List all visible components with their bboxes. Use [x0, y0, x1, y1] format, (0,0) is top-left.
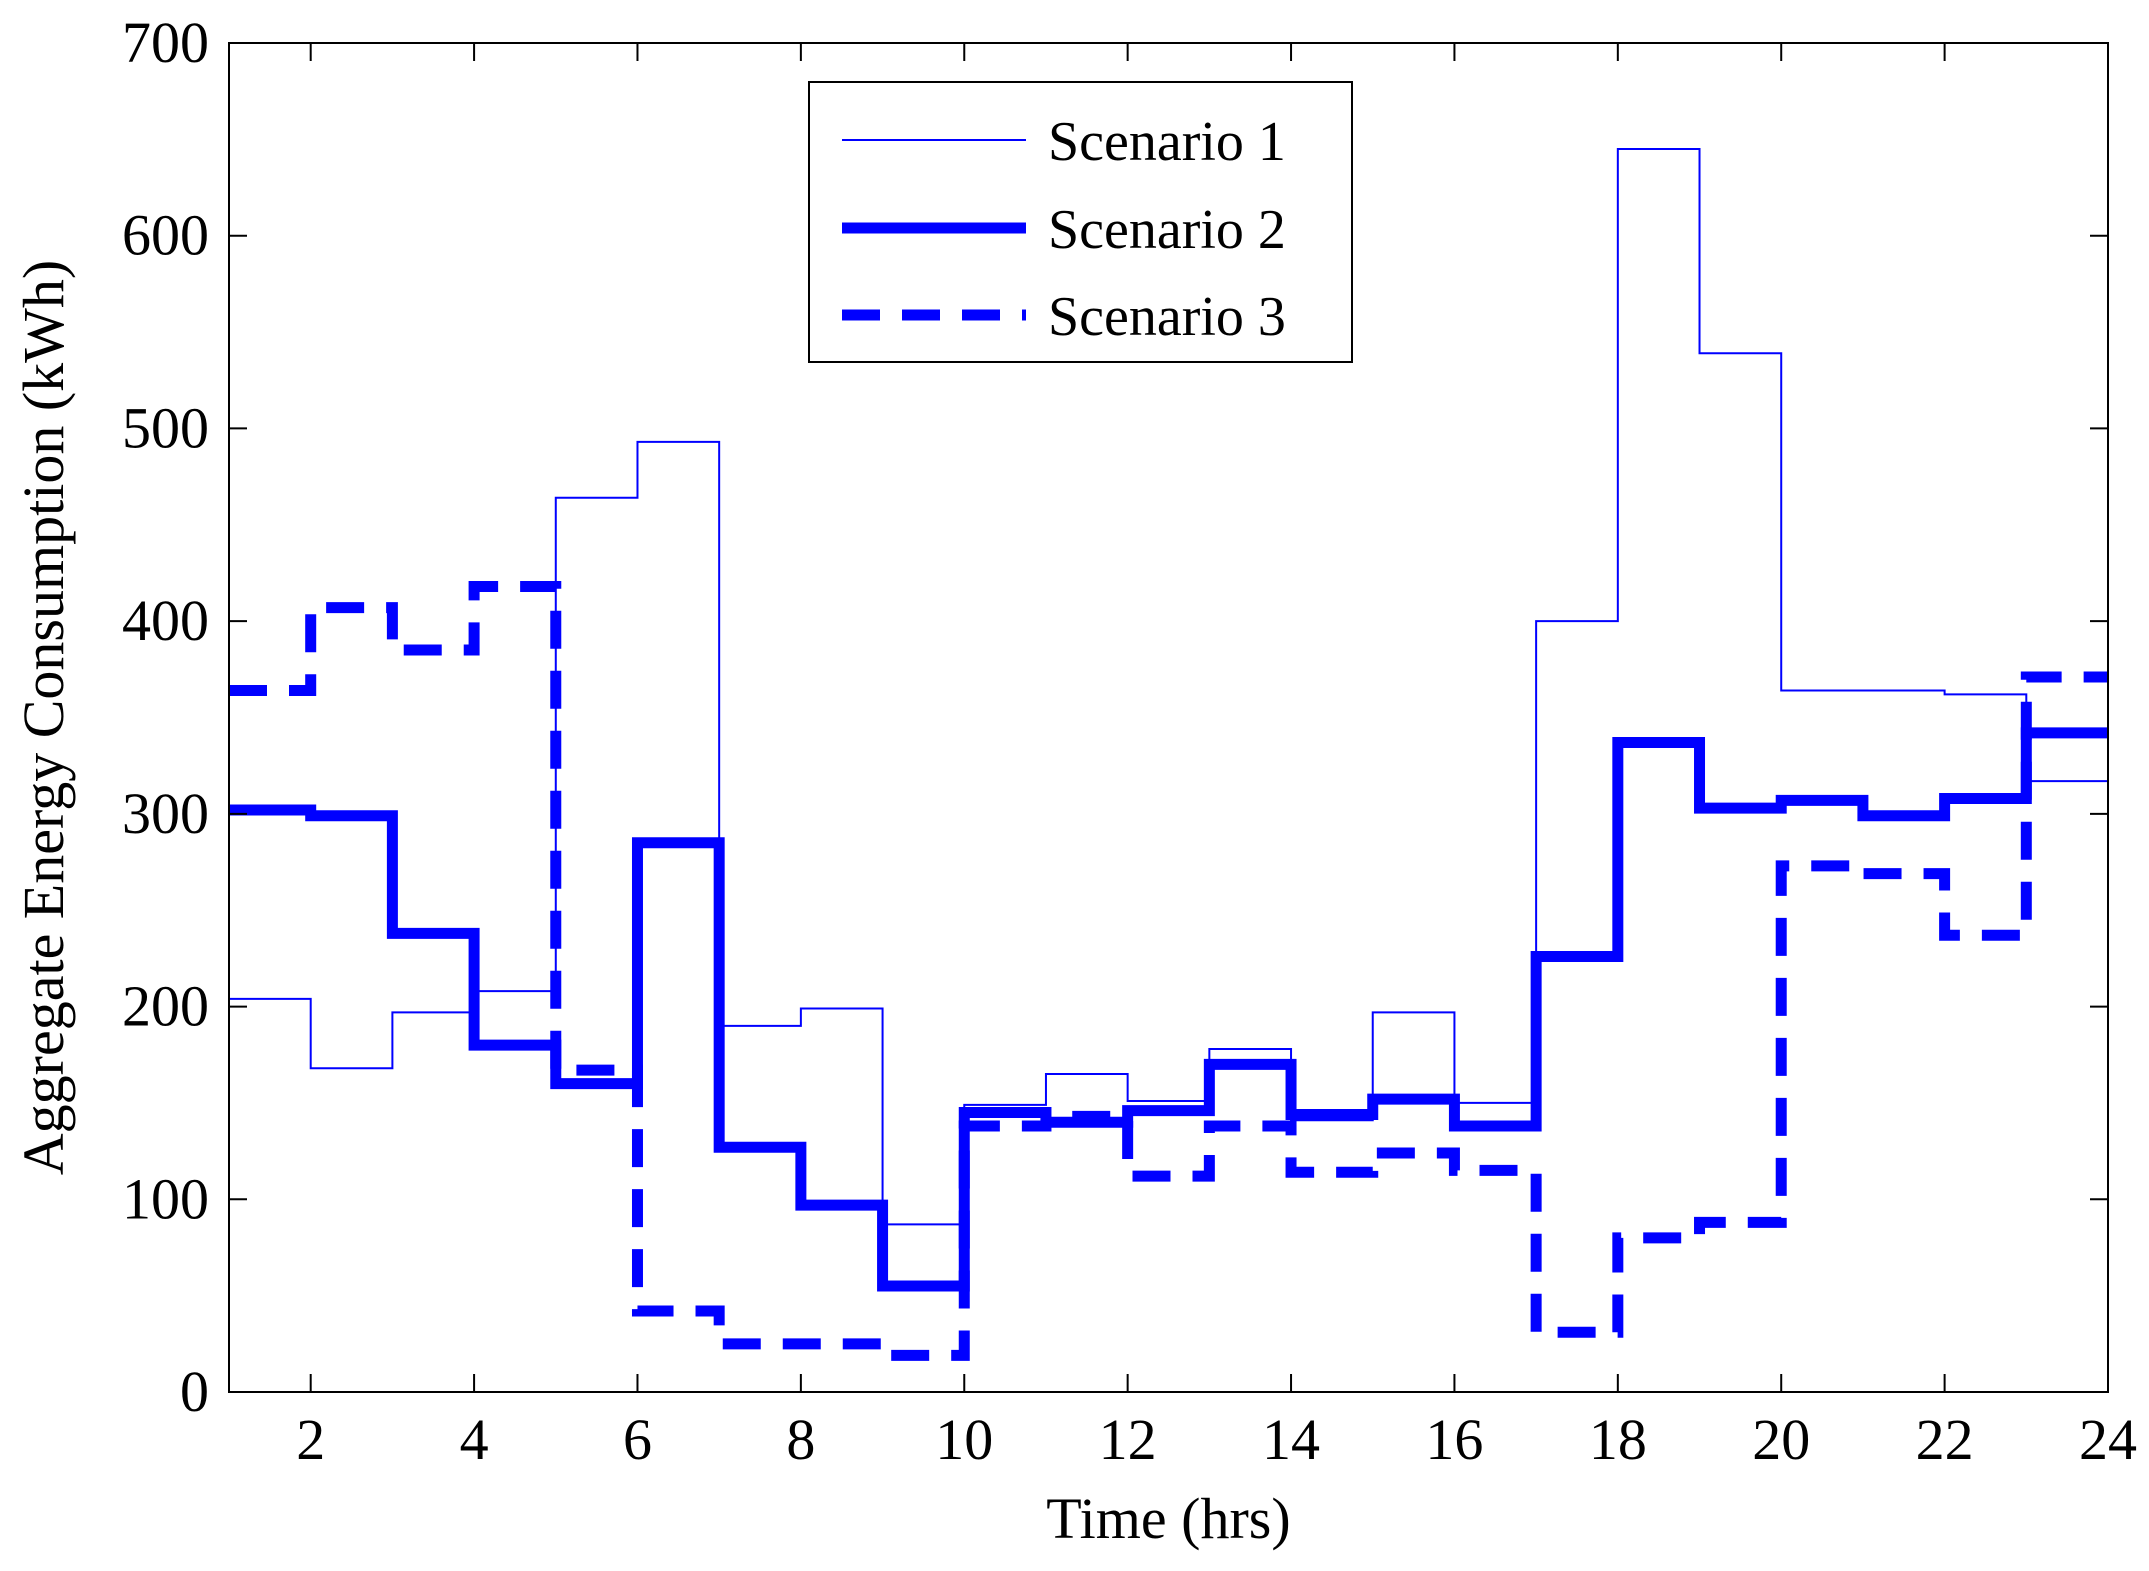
tick-layer	[229, 42, 2109, 1393]
x-tick-label: 18	[1589, 1407, 1647, 1472]
x-tick-label: 20	[1752, 1407, 1810, 1472]
legend-box	[808, 81, 1353, 363]
y-tick-label: 700	[122, 10, 209, 75]
y-tick-label: 300	[122, 781, 209, 846]
y-tick-label: 200	[122, 974, 209, 1039]
x-tick-label: 24	[2079, 1407, 2137, 1472]
series-line-scenario-3	[229, 580, 2108, 1361]
y-tick-label: 400	[122, 588, 209, 653]
x-tick-label: 16	[1425, 1407, 1483, 1472]
plot-frame	[228, 42, 2109, 1393]
x-tick-label: 8	[786, 1407, 815, 1472]
x-tick-label: 22	[1916, 1407, 1974, 1472]
y-axis-title: Aggregate Energy Consumption (kWh)	[11, 260, 76, 1175]
y-tick-label: 500	[122, 395, 209, 460]
x-tick-label: 6	[623, 1407, 652, 1472]
legend: Scenario 1 Scenario 2 Scenario 3	[808, 81, 1353, 363]
x-tick-label: 12	[1099, 1407, 1157, 1472]
legend-label-scenario-3: Scenario 3	[1048, 286, 1286, 348]
tick-label-layer: 2 4 6 8 10 12 14 16 18 20 22 2401002003004005006007…	[122, 10, 2137, 1472]
x-axis-title: Time (hrs)	[1046, 1486, 1290, 1551]
series-layer	[229, 147, 2108, 1361]
x-tick-label: 4	[460, 1407, 489, 1472]
x-tick-label: 2	[296, 1407, 325, 1472]
x-tick-label: 14	[1262, 1407, 1320, 1472]
legend-label-scenario-1: Scenario 1	[1048, 111, 1286, 173]
y-tick-label: 600	[122, 203, 209, 268]
y-tick-label: 100	[122, 1166, 209, 1231]
x-tick-label: 10	[935, 1407, 993, 1472]
y-tick-label: 0	[180, 1359, 209, 1424]
legend-label-scenario-2: Scenario 2	[1048, 199, 1286, 261]
